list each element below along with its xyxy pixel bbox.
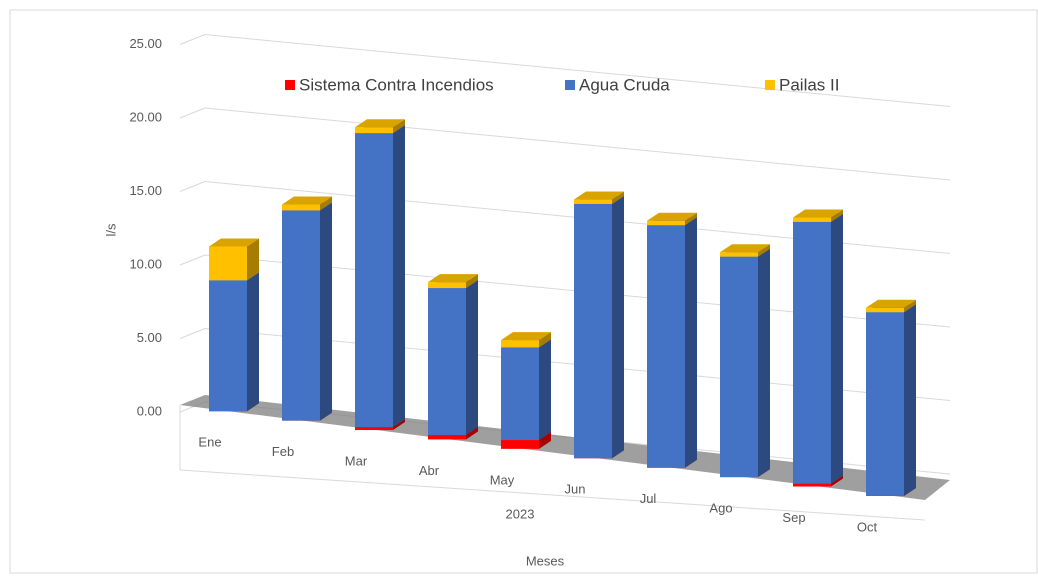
y-tick-label: 25.00 <box>129 36 162 51</box>
bar-top <box>574 191 624 200</box>
grid-line <box>179 181 206 192</box>
bar-side <box>320 202 332 421</box>
axis-box <box>179 469 926 521</box>
legend-swatch <box>565 80 575 90</box>
legend: Sistema Contra Incendios Agua Cruda Pailas… <box>285 75 839 94</box>
bar-top <box>866 299 916 308</box>
bar-top <box>282 196 332 205</box>
grid-line <box>179 34 206 45</box>
legend-swatch <box>765 80 775 90</box>
bar <box>866 307 904 313</box>
bar <box>428 435 466 440</box>
bar <box>209 246 247 281</box>
bar-top <box>793 209 843 218</box>
x-tick-label: Jul <box>640 491 657 506</box>
bar <box>793 483 831 487</box>
bar <box>501 340 539 348</box>
bar-top <box>647 212 697 221</box>
bar-side <box>539 332 551 348</box>
bar-side <box>539 432 551 449</box>
bar-side <box>247 272 259 412</box>
bar <box>209 280 247 412</box>
bar-side <box>393 119 405 134</box>
bar <box>355 133 393 428</box>
bar-top <box>428 274 478 283</box>
bars: Ene Feb Mar Abr May Jun Jul Ago Sep Oct <box>198 119 916 534</box>
x-tick-label: Ene <box>198 435 221 450</box>
bar <box>647 220 685 226</box>
bar <box>574 203 612 459</box>
bar <box>501 347 539 441</box>
x-axis-label: Meses <box>526 553 565 568</box>
bar-side <box>466 427 478 440</box>
legend-label: Agua Cruda <box>579 75 670 94</box>
bar <box>720 256 758 478</box>
x-tick-label: Mar <box>345 453 368 468</box>
bar-side <box>904 304 916 496</box>
bar <box>428 282 466 289</box>
bar <box>501 440 539 449</box>
group-label: 2023 <box>506 506 535 521</box>
x-tick-label: Oct <box>857 519 878 534</box>
x-tick-label: Jun <box>565 482 586 497</box>
y-tick-label: 20.00 <box>129 109 162 124</box>
x-tick-label: Sep <box>782 510 805 525</box>
grid-line <box>179 254 206 266</box>
bar-top <box>720 244 770 253</box>
legend-label: Pailas II <box>779 75 839 94</box>
bar-side <box>758 244 770 257</box>
x-tick-label: Feb <box>272 444 294 459</box>
bar-side <box>393 125 405 428</box>
y-tick-label: 15.00 <box>129 183 162 198</box>
bar <box>793 217 831 222</box>
x-tick-label: Ago <box>709 501 732 516</box>
bar-side <box>831 209 843 222</box>
bar-side <box>393 419 405 431</box>
grid-line <box>179 328 206 339</box>
legend-label: Sistema Contra Incendios <box>299 75 494 94</box>
x-tick-label: May <box>490 472 515 487</box>
bar-side <box>685 212 697 226</box>
bar <box>793 221 831 484</box>
bar-side <box>539 339 551 441</box>
bar-side <box>612 191 624 204</box>
grid-line <box>204 107 951 181</box>
bar <box>574 199 612 204</box>
bar-top <box>501 332 551 341</box>
legend-swatch <box>285 80 295 90</box>
bar-side <box>685 217 697 468</box>
bar <box>355 427 393 431</box>
grid-line <box>204 34 951 107</box>
bar-side <box>320 196 332 211</box>
bar-side <box>831 213 843 484</box>
bar <box>720 252 758 257</box>
bar-side <box>758 248 770 478</box>
bar <box>866 312 904 496</box>
y-tick-label: 5.00 <box>137 330 162 345</box>
bar-top <box>355 119 405 128</box>
bar <box>282 204 320 211</box>
bar-top <box>209 238 259 247</box>
bar-side <box>612 195 624 459</box>
bar <box>428 288 466 436</box>
bar <box>647 225 685 468</box>
bar <box>282 210 320 421</box>
bar <box>355 127 393 134</box>
bar-side <box>466 274 478 289</box>
x-tick-label: Abr <box>419 463 440 478</box>
bar-side <box>247 238 259 281</box>
y-tick-label: 0.00 <box>137 403 162 418</box>
bar-side <box>904 299 916 313</box>
grid-line <box>179 107 206 119</box>
y-axis-label: l/s <box>103 223 118 237</box>
bar-side <box>466 280 478 436</box>
y-tick-label: 10.00 <box>129 256 162 271</box>
bar-side <box>831 475 843 487</box>
